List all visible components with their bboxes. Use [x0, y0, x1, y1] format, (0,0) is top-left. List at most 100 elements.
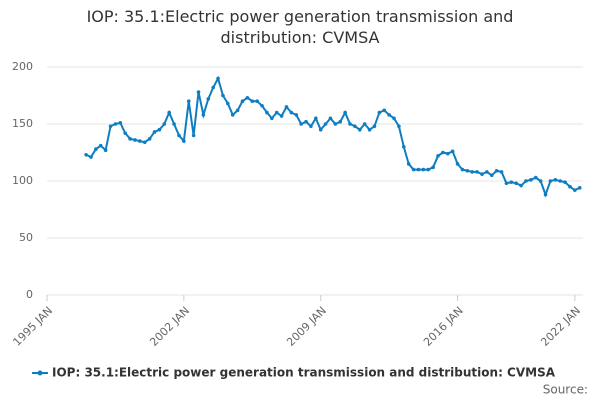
point	[494, 168, 499, 173]
x-tick-label: 2016 JAN	[421, 304, 466, 349]
y-tick-label: 100	[12, 174, 33, 187]
point	[299, 122, 303, 126]
point	[235, 108, 240, 113]
point	[397, 124, 401, 129]
point	[509, 180, 514, 184]
point	[480, 172, 484, 176]
point	[514, 181, 519, 186]
point	[191, 133, 196, 138]
point	[348, 122, 352, 126]
point	[260, 103, 264, 108]
point	[147, 137, 152, 141]
point	[279, 114, 284, 118]
point	[289, 110, 294, 115]
point	[177, 133, 181, 138]
point	[553, 178, 558, 182]
point	[563, 180, 567, 184]
point	[250, 99, 255, 103]
point	[240, 99, 245, 103]
point	[382, 108, 387, 113]
point	[89, 155, 93, 159]
point	[323, 122, 328, 126]
point	[328, 116, 333, 121]
point	[372, 124, 377, 129]
point	[152, 130, 157, 134]
point	[387, 113, 391, 117]
point	[182, 139, 186, 143]
legend-label: IOP: 35.1:Electric power generation tran…	[52, 366, 556, 380]
point	[314, 116, 318, 121]
point	[489, 173, 494, 178]
point	[221, 93, 225, 98]
point	[450, 149, 455, 154]
point	[465, 168, 470, 173]
point	[499, 170, 504, 174]
point	[436, 154, 440, 158]
point	[294, 113, 299, 117]
point	[519, 183, 523, 188]
point	[138, 139, 142, 143]
point	[426, 167, 431, 172]
point	[230, 113, 235, 117]
y-tick-label: 0	[26, 288, 33, 301]
series-line	[85, 75, 581, 198]
point	[445, 151, 450, 156]
point	[485, 170, 489, 174]
chart-title: IOP: 35.1:Electric power generation tran…	[86, 7, 514, 47]
point	[304, 119, 308, 124]
point	[353, 124, 357, 129]
point	[309, 124, 313, 129]
point	[333, 122, 338, 126]
point	[284, 105, 289, 109]
y-tick-label: 50	[19, 231, 33, 244]
point	[455, 162, 460, 166]
point	[401, 145, 406, 149]
point	[206, 97, 211, 101]
point	[123, 131, 128, 135]
x-tick-label: 2009 JAN	[284, 304, 329, 349]
point	[392, 116, 396, 121]
point	[568, 184, 572, 189]
point	[558, 179, 562, 183]
point	[226, 101, 230, 106]
point	[543, 192, 548, 197]
point	[377, 110, 382, 115]
point	[265, 110, 269, 115]
point	[431, 165, 435, 170]
point	[460, 167, 465, 172]
point	[84, 152, 88, 157]
point	[538, 179, 543, 183]
point	[470, 170, 475, 174]
point	[157, 127, 162, 132]
point	[367, 127, 372, 132]
point	[338, 119, 343, 124]
point	[186, 99, 191, 103]
x-tick-label: 2022 JAN	[538, 304, 583, 349]
y-tick-label: 200	[12, 60, 33, 73]
point	[172, 122, 176, 126]
point	[504, 181, 509, 186]
legend-marker	[37, 370, 43, 376]
point	[118, 121, 123, 125]
point	[133, 138, 137, 142]
point	[529, 178, 533, 182]
point	[533, 175, 538, 180]
point	[108, 124, 113, 129]
point	[406, 162, 411, 166]
point	[270, 116, 274, 121]
point	[103, 148, 108, 153]
y-tick-label: 150	[12, 117, 33, 130]
point	[343, 110, 347, 115]
point	[113, 122, 118, 126]
point	[167, 110, 171, 115]
point	[441, 150, 445, 155]
point	[274, 110, 279, 115]
point	[548, 179, 553, 183]
point	[577, 186, 582, 190]
point	[524, 179, 528, 183]
point	[216, 76, 220, 81]
point	[416, 167, 421, 172]
point	[358, 127, 362, 132]
point	[211, 85, 215, 90]
